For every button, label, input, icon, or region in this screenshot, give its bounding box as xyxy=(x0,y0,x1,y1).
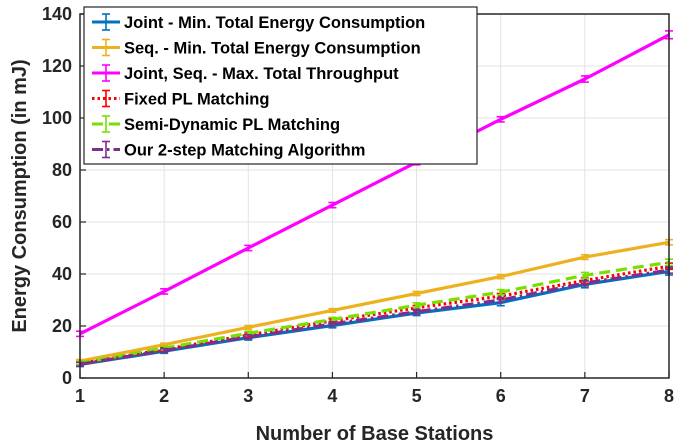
error-bar xyxy=(244,244,253,252)
y-tick-label: 140 xyxy=(42,4,72,24)
error-bar xyxy=(580,253,589,261)
y-tick-label: 80 xyxy=(52,160,72,180)
error-bar xyxy=(160,288,169,295)
error-bar xyxy=(412,302,421,309)
x-tick-label: 6 xyxy=(496,386,506,406)
error-bar xyxy=(580,75,589,83)
error-bar xyxy=(496,296,505,304)
legend-label: Joint - Min. Total Energy Consumption xyxy=(124,14,425,32)
series-line xyxy=(79,33,670,336)
x-tick-label: 1 xyxy=(75,386,85,406)
y-tick-label: 60 xyxy=(52,212,72,232)
x-axis-ticks: 1 2 3 4 5 6 7 8 xyxy=(75,372,674,406)
series-line xyxy=(79,260,670,365)
legend-label: Joint, Seq. - Max. Total Throughput xyxy=(124,65,399,83)
x-tick-label: 7 xyxy=(580,386,590,406)
error-bar xyxy=(580,279,589,287)
legend-item: Our 2-step Matching Algorithm xyxy=(92,140,365,160)
error-bar xyxy=(412,308,421,315)
error-bar xyxy=(412,290,421,297)
x-tick-label: 8 xyxy=(664,386,674,406)
error-bar xyxy=(328,321,337,327)
legend-label: Semi-Dynamic PL Matching xyxy=(124,116,340,134)
legend-item: Joint - Min. Total Energy Consumption xyxy=(92,13,425,32)
error-bar xyxy=(496,273,505,280)
error-bar xyxy=(496,288,505,296)
y-axis-ticks: 0 20 40 60 80 100 120 140 xyxy=(42,4,86,388)
error-bar xyxy=(496,115,505,123)
x-tick-label: 4 xyxy=(327,386,337,406)
error-bar xyxy=(328,201,337,209)
legend-item: Seq. - Min. Total Energy Consumption xyxy=(92,38,421,58)
y-tick-label: 100 xyxy=(42,108,72,128)
series-layer xyxy=(76,30,673,368)
series-line xyxy=(79,264,670,366)
y-tick-label: 120 xyxy=(42,56,72,76)
legend-item: Joint, Seq. - Max. Total Throughput xyxy=(92,64,399,83)
y-tick-label: 0 xyxy=(62,368,72,388)
x-tick-label: 3 xyxy=(243,386,253,406)
legend-label: Fixed PL Matching xyxy=(124,91,269,109)
legend-box xyxy=(83,6,478,165)
legend: Joint - Min. Total Energy Consumption Seq… xyxy=(83,6,478,165)
error-bar xyxy=(244,334,253,340)
series-line xyxy=(79,240,670,363)
x-axis-label: Number of Base Stations xyxy=(256,423,494,445)
legend-item: Semi-Dynamic PL Matching xyxy=(92,115,340,134)
error-bar xyxy=(160,347,169,354)
x-tick-label: 5 xyxy=(412,386,422,406)
legend-item: Fixed PL Matching xyxy=(92,89,269,109)
error-bar xyxy=(244,324,253,330)
series-line xyxy=(79,268,670,366)
series-6 xyxy=(76,266,673,367)
legend-label: Seq. - Min. Total Energy Consumption xyxy=(124,40,421,58)
y-tick-label: 40 xyxy=(52,264,72,284)
x-tick-label: 2 xyxy=(159,386,169,406)
y-axis-label: Energy Consumption (in mJ) xyxy=(9,59,31,332)
error-bar xyxy=(580,271,589,279)
legend-label: Our 2-step Matching Algorithm xyxy=(124,142,365,160)
y-tick-label: 20 xyxy=(52,316,72,336)
error-bar xyxy=(328,307,337,314)
